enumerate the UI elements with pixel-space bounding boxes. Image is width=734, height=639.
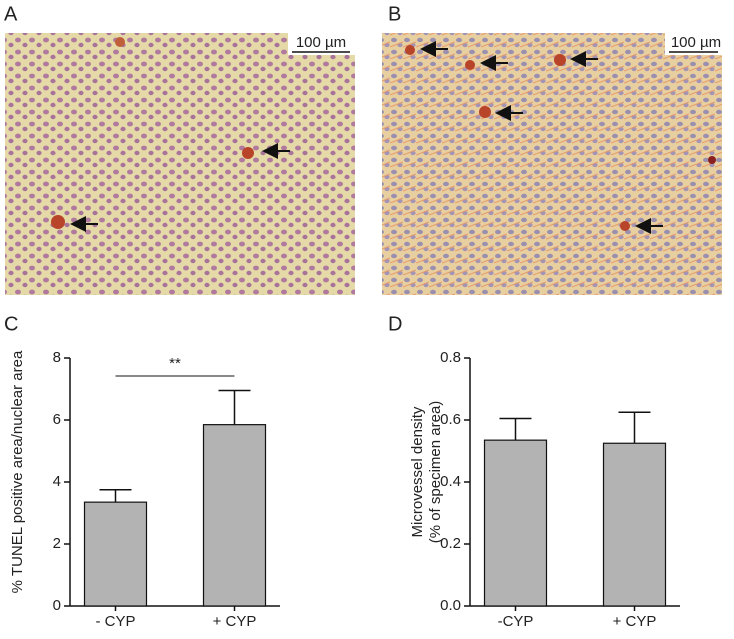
panel-label: C [4,313,18,335]
y-tick-label: 8 [53,349,61,366]
micrograph-a: 100 µm [5,33,355,295]
x-tick-label: + CYP [213,613,257,630]
y-tick-label: 0.4 [440,473,461,490]
x-tick-label: + CYP [613,613,657,630]
bar [602,442,667,607]
scale-bar-label: 100 µm [296,34,346,51]
bar [483,439,548,607]
panel-label: D [388,313,402,335]
y-axis-label: (% of specimen area) [427,401,444,544]
y-tick-label: 6 [53,411,61,428]
panel-label: B [388,3,401,25]
bar [83,501,148,607]
significance-label: ** [169,355,181,372]
y-tick-label: 0 [53,597,61,614]
x-tick-label: -CYP [498,613,534,630]
bar [202,424,267,607]
y-tick-label: 0.8 [440,349,461,366]
y-tick-label: 2 [53,535,61,552]
y-tick-label: 0.0 [440,597,461,614]
y-tick-label: 0.6 [440,411,461,428]
panel-label: A [4,3,18,25]
scale-bar-label: 100 µm [671,34,721,51]
y-axis-label: % TUNEL positive area/nuclear area [9,350,26,593]
x-tick-label: - CYP [95,613,135,630]
y-tick-label: 4 [53,473,61,490]
micrograph-b: 100 µm [382,33,722,295]
y-axis-label: Microvessel density [409,406,426,537]
y-tick-label: 0.2 [440,535,461,552]
